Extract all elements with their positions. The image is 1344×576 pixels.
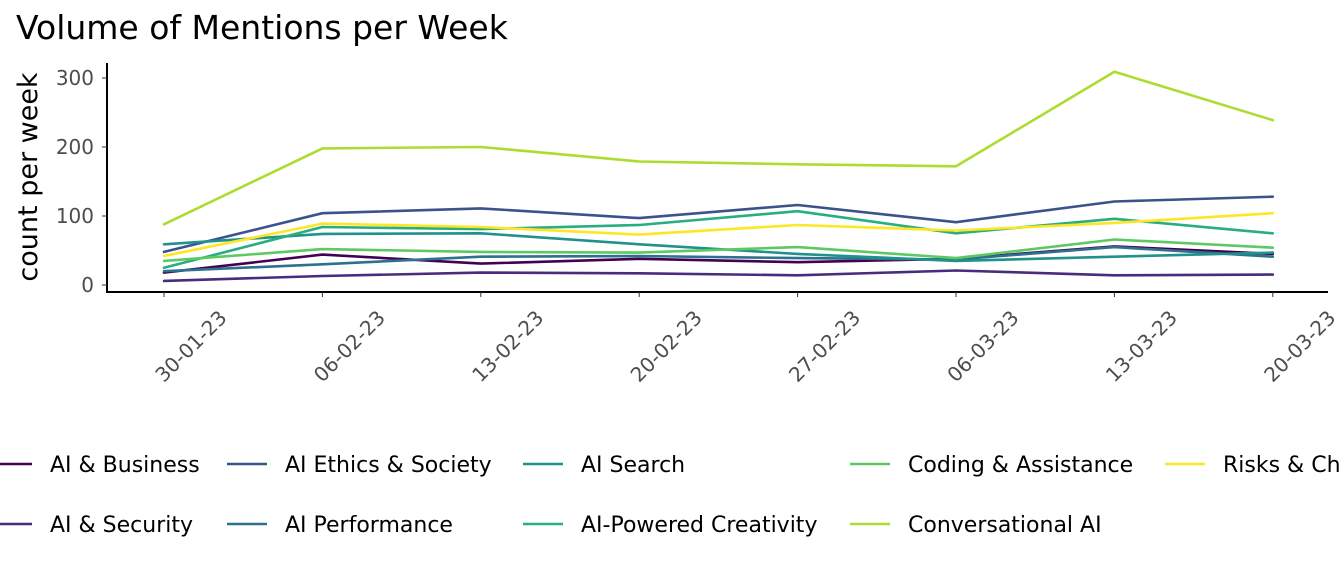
series-line-conversational-ai — [162, 70, 1275, 226]
x-tick-label: 27-02-23 — [784, 306, 865, 387]
chart-title: Volume of Mentions per Week — [16, 8, 508, 47]
series-line-ai-performance — [162, 245, 1275, 273]
legend-item: AI & Security — [0, 513, 193, 538]
legend-label: AI Performance — [285, 513, 453, 538]
legend-item: Conversational AI — [850, 513, 1102, 538]
legend-item: Coding & Assistance — [850, 453, 1133, 478]
legend-label: AI & Security — [50, 513, 193, 538]
y-tick-label: 300 — [56, 66, 94, 90]
legend-label: Conversational AI — [908, 513, 1102, 538]
x-tick-label: 13-03-23 — [1101, 306, 1182, 387]
legend: AI & Business AI Ethics & Society AI Searc… — [0, 453, 1341, 538]
legend-label: Risks & Ch — [1223, 453, 1341, 478]
y-axis-title: count per week — [13, 72, 44, 281]
x-tick-label: 20-03-23 — [1259, 306, 1340, 387]
legend-item: AI Search — [523, 453, 685, 478]
legend-label: Coding & Assistance — [908, 453, 1133, 478]
legend-label: AI Ethics & Society — [285, 453, 492, 478]
legend-label: AI & Business — [50, 453, 200, 478]
legend-item: AI Ethics & Society — [227, 453, 492, 478]
y-tick-label: 200 — [56, 135, 94, 159]
axes: 0 100 200 300 count per week 30-01-23 06-02-23… — [13, 63, 1340, 387]
legend-label: AI Search — [581, 453, 685, 478]
x-tick-label: 06-02-23 — [309, 306, 390, 387]
series-line-ai-security — [162, 269, 1275, 283]
series-layer — [162, 70, 1275, 283]
series-line-ai-powered-creativity — [162, 209, 1275, 270]
legend-item: AI-Powered Creativity — [523, 513, 817, 538]
series-line-ai-ethics-society — [162, 195, 1275, 254]
x-tick-label: 20-02-23 — [626, 306, 707, 387]
series-line-risks-ch — [162, 211, 1275, 258]
series-line-coding-assistance — [162, 238, 1275, 263]
x-tick-label: 30-01-23 — [150, 306, 231, 387]
legend-item: Risks & Ch — [1165, 453, 1341, 478]
x-tick-label: 13-02-23 — [467, 306, 548, 387]
x-tick-label: 06-03-23 — [942, 306, 1023, 387]
legend-item: AI Performance — [227, 513, 453, 538]
y-tick-label: 100 — [56, 204, 94, 228]
y-tick-label: 0 — [81, 273, 94, 297]
legend-label: AI-Powered Creativity — [581, 513, 817, 538]
legend-item: AI & Business — [0, 453, 200, 478]
